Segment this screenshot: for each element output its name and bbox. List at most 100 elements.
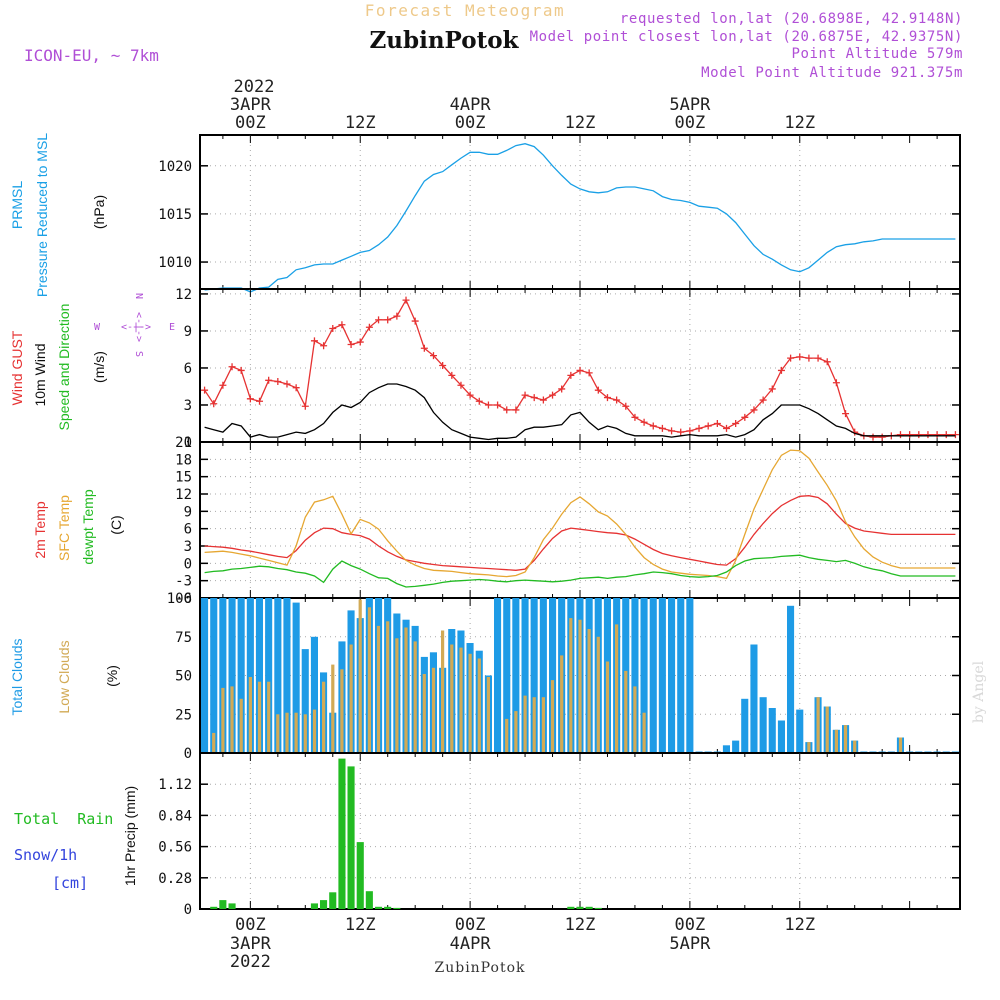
gust-marker (356, 338, 364, 346)
gust-marker (246, 395, 254, 403)
gust-marker (256, 397, 264, 405)
gust-marker (658, 424, 666, 432)
bar-low-clouds (212, 732, 216, 753)
total-rain-label: Total Rain (14, 810, 113, 828)
y-tick-label: 15 (175, 470, 192, 486)
gust-marker (951, 431, 959, 439)
bar-total-clouds (750, 644, 758, 753)
y-tick-label: 0 (184, 902, 192, 918)
bar-low-clouds (257, 681, 262, 753)
bar-low-clouds (605, 661, 610, 753)
gust-marker (210, 400, 218, 408)
gust-marker (457, 381, 465, 389)
compass-s: S (133, 351, 144, 357)
gust-marker (686, 427, 694, 435)
gust-marker (521, 391, 529, 399)
bar-total-clouds (549, 598, 557, 753)
top-time-label: 12Z (784, 113, 815, 133)
gust-marker (338, 321, 346, 329)
gust-marker (640, 418, 648, 426)
bar-low-clouds (331, 664, 335, 753)
bottom-time-label: 12Z (565, 915, 596, 935)
bar-total-clouds (265, 598, 273, 753)
wind10m-label: 10m Wind (32, 343, 48, 406)
bar-low-clouds (267, 681, 271, 753)
y-tick-label: 9 (184, 504, 192, 520)
bar-total-clouds (658, 598, 666, 753)
y-tick-label: 100 (167, 591, 192, 607)
bar-low-clouds (285, 712, 289, 753)
gust-marker (448, 371, 456, 379)
series-line-dewpt-temp (204, 554, 956, 588)
bar-total-clouds (768, 708, 776, 753)
wind-labels: Wind GUST 10m Wind Speed and Direction (… (9, 293, 175, 430)
gust-marker (906, 431, 914, 439)
gust-marker (429, 352, 437, 360)
bar-low-clouds (404, 627, 408, 753)
y-tick-label: 1020 (158, 159, 192, 175)
bar-total-clouds (201, 598, 209, 753)
bar-total-clouds (777, 720, 785, 753)
gust-marker (530, 394, 538, 402)
gust-marker (411, 317, 419, 325)
bar-low-clouds (587, 629, 591, 753)
bar-low-clouds (615, 624, 619, 753)
top-time-label: 00Z (675, 113, 706, 133)
gust-marker (347, 341, 355, 349)
bottom-time-label: 00Z (455, 915, 486, 935)
gust-marker (603, 394, 611, 402)
gust-marker (310, 337, 318, 345)
cloud-labels: Total Clouds Low Clouds (%) (9, 638, 120, 715)
year-top: 2022 (234, 77, 275, 97)
bottom-date-label: 5APR (669, 934, 711, 954)
gust-marker (484, 401, 492, 409)
y-tick-label: 50 (175, 669, 192, 685)
y-tick-label: 9 (184, 324, 192, 340)
panel-frame (199, 441, 961, 599)
gust-marker (466, 391, 474, 399)
bar-total-clouds (292, 602, 300, 753)
gust-marker (787, 354, 795, 362)
gust-marker (585, 369, 593, 377)
gust-marker (896, 431, 904, 439)
top-time-label: 12Z (565, 113, 596, 133)
bar-total-rain (228, 903, 236, 909)
wind-dir-label: Speed and Direction (56, 304, 72, 431)
gust-marker (237, 366, 245, 374)
bar-low-clouds (898, 737, 903, 753)
bar-low-clouds (560, 655, 564, 753)
bar-low-clouds (340, 669, 344, 753)
y-tick-label: 0 (184, 435, 192, 451)
bar-total-clouds (787, 605, 795, 754)
gust-marker (549, 391, 557, 399)
gust-marker (292, 384, 300, 392)
bar-low-clouds (624, 670, 628, 753)
bar-total-clouds (210, 598, 218, 753)
bar-low-clouds (221, 687, 225, 753)
gust-marker (613, 396, 621, 404)
top-date-label: 4APR (450, 95, 492, 115)
bar-total-clouds (503, 598, 511, 753)
model-label: ICON-EU, ~ 7km (24, 46, 159, 65)
gust-marker (869, 433, 877, 441)
bar-total-clouds (255, 598, 263, 753)
gust-marker (878, 433, 886, 441)
y-tick-label: -3 (175, 574, 192, 590)
y-tick-label: 0.56 (158, 840, 192, 856)
bar-low-clouds (633, 686, 637, 753)
bar-total-clouds (521, 598, 529, 753)
bottom-date-label: 4APR (450, 934, 492, 954)
bar-total-rain (567, 906, 575, 909)
model-altitude: Model Point Altitude 921.375m (701, 65, 963, 81)
gust-marker (283, 380, 291, 388)
gust-marker (402, 296, 410, 304)
bar-low-clouds (532, 697, 536, 753)
requested-point: requested lon,lat (20.6898E, 42.9148N) (620, 11, 963, 27)
gust-marker (393, 312, 401, 320)
bottom-time-label: 12Z (784, 915, 815, 935)
gust-marker (732, 419, 740, 427)
wind-panel: 0 3 6 9 12 (175, 287, 961, 451)
gust-marker (942, 431, 950, 439)
bar-low-clouds (358, 599, 362, 753)
